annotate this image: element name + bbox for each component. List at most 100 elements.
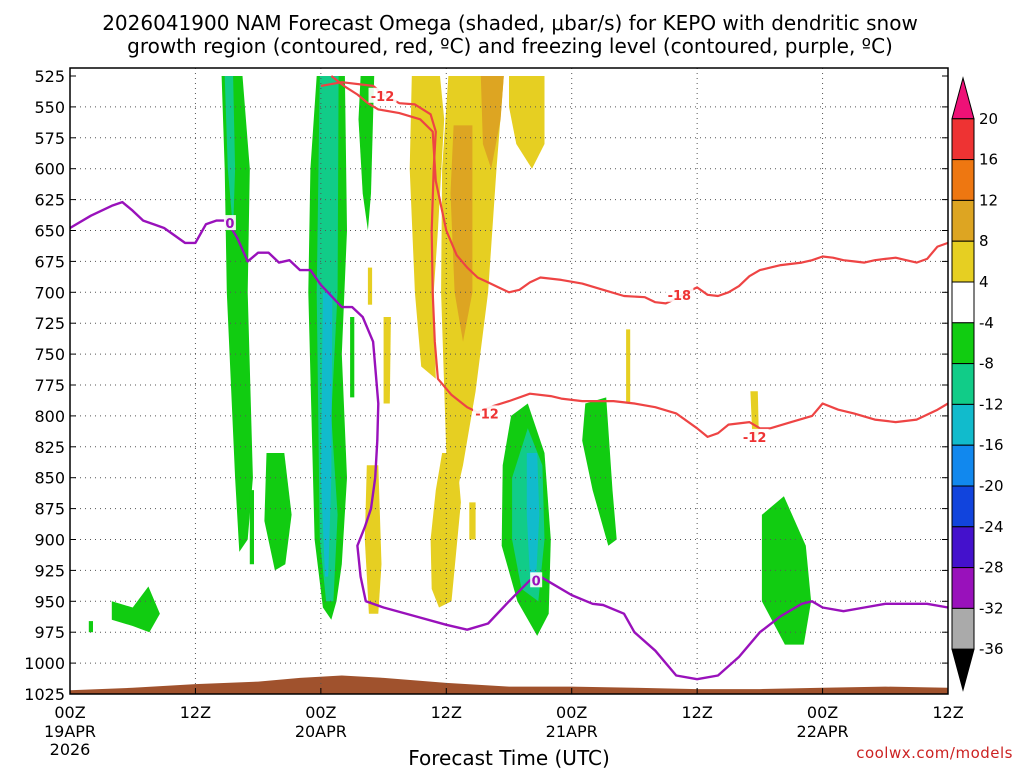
- omega-region-25: [367, 267, 373, 305]
- colorbar-label-10: -24: [979, 518, 1004, 536]
- colorbar-band-8: [951, 403, 975, 446]
- omega-region-24: [469, 502, 476, 540]
- contour-label-bg-4: [223, 215, 236, 231]
- omega-region-12: [582, 397, 617, 546]
- terrain-fill: [70, 675, 948, 694]
- colorbar-label-6: -8: [979, 355, 994, 373]
- omega-shaded-regions: [88, 76, 812, 645]
- colorbar-band-12: [951, 567, 975, 609]
- contour-label-3: -12: [743, 431, 767, 446]
- omega-region-23: [364, 465, 382, 614]
- y-tick-label-950: 950: [34, 592, 65, 611]
- freezing-level-contour-0: [69, 200, 949, 681]
- x-tick-label-4: 00Z: [556, 703, 587, 722]
- omega-region-19: [480, 76, 504, 169]
- x-axis-label: Forecast Time (UTC): [408, 746, 610, 768]
- y-tick-label-575: 575: [34, 129, 65, 148]
- colorbar-label-12: -32: [979, 599, 1004, 617]
- omega-region-11: [526, 453, 540, 577]
- colorbar-band-14: [951, 648, 975, 692]
- colorbar-label-13: -36: [979, 640, 1004, 658]
- omega-region-14: [111, 586, 160, 633]
- chart-title-line-1: 2026041900 NAM Forecast Omega (shaded, μ…: [102, 11, 918, 35]
- omega-region-8: [249, 490, 254, 565]
- colorbar-band-6: [951, 322, 975, 365]
- colorbar-band-0: [951, 76, 975, 120]
- colorbar-label-8: -16: [979, 436, 1004, 454]
- colorbar-band-7: [951, 363, 975, 405]
- credit-text: coolwx.com/models: [856, 744, 1013, 762]
- y-tick-label-1000: 1000: [24, 654, 65, 673]
- colorbar-band-11: [951, 526, 975, 569]
- x-tick-label-7: 12Z: [932, 703, 963, 722]
- contour-labels: -12 -18 -12 -12 0 0: [223, 87, 769, 589]
- omega-region-7: [350, 317, 355, 398]
- contour-label-bg-5: [530, 572, 543, 588]
- colorbar-band-9: [951, 444, 975, 487]
- plot-frame: [69, 67, 949, 695]
- colorbar-label-7: -12: [979, 395, 1004, 413]
- y-tick-label-725: 725: [34, 314, 65, 333]
- omega-region-16: [409, 76, 445, 379]
- y-tick-label-975: 975: [34, 623, 65, 642]
- colorbar-band-13: [951, 607, 975, 650]
- y-tick-label-925: 925: [34, 561, 65, 580]
- colorbar-label-0: 20: [979, 110, 998, 128]
- omega-region-0: [221, 76, 253, 552]
- colorbar-label-1: 16: [979, 151, 998, 169]
- contour-label-0: -12: [371, 90, 395, 105]
- x-tick-date-0: 19APR: [44, 722, 96, 741]
- y-tick-label-800: 800: [34, 407, 65, 426]
- x-tick-year-0: 2026: [50, 740, 91, 759]
- omega-region-13: [761, 496, 812, 645]
- colorbar-band-4: [951, 240, 975, 283]
- y-tick-label-825: 825: [34, 438, 65, 457]
- x-tick-date-6: 22APR: [797, 722, 849, 741]
- colorbar-band-3: [951, 199, 975, 242]
- contour-label-bg-0: [368, 87, 397, 103]
- y-tick-label-850: 850: [34, 469, 65, 488]
- contour-label-5: 0: [532, 574, 541, 589]
- colorbar-label-9: -20: [979, 477, 1004, 495]
- colorbar-band-2: [951, 159, 975, 201]
- y-tick-label-775: 775: [34, 376, 65, 395]
- x-tick-date-4: 21APR: [546, 722, 598, 741]
- omega-region-21: [430, 453, 461, 608]
- y-tick-label-600: 600: [34, 160, 65, 179]
- y-tick-label-875: 875: [34, 500, 65, 519]
- contour-label-2: -12: [475, 407, 499, 422]
- x-tick-label-3: 12Z: [431, 703, 462, 722]
- omega-region-26: [626, 329, 631, 404]
- y-tick-label-525: 525: [34, 67, 65, 86]
- contour-label-4: 0: [225, 217, 234, 232]
- x-tick-label-1: 12Z: [180, 703, 211, 722]
- contour-label-bg-3: [740, 428, 769, 444]
- colorbar-label-3: 8: [979, 232, 989, 250]
- y-tick-label-550: 550: [34, 98, 65, 117]
- omega-region-22: [383, 317, 391, 404]
- colorbar-band-1: [951, 118, 975, 161]
- omega-region-15: [88, 621, 93, 633]
- omega-region-6: [358, 76, 375, 231]
- y-tick-label-750: 750: [34, 345, 65, 364]
- contour-label-bg-2: [473, 405, 502, 421]
- omega-region-5: [320, 292, 333, 577]
- y-tick-label-900: 900: [34, 531, 65, 550]
- colorbar-label-4: 4: [979, 273, 989, 291]
- y-tick-label-650: 650: [34, 222, 65, 241]
- x-tick-label-6: 00Z: [807, 703, 838, 722]
- x-tick-label-2: 00Z: [305, 703, 336, 722]
- colorbar-label-11: -28: [979, 559, 1004, 577]
- contour-label-1: -18: [668, 289, 692, 304]
- y-tick-label-625: 625: [34, 191, 65, 210]
- colorbar-label-5: -4: [979, 314, 994, 332]
- dendritic-contour-0: [320, 81, 949, 438]
- terrain: [70, 675, 948, 694]
- contour-label-bg-1: [665, 286, 694, 302]
- colorbar-band-10: [951, 485, 975, 528]
- y-tick-label-700: 700: [34, 283, 65, 302]
- colorbar-band-5: [951, 281, 975, 324]
- omega-region-20: [509, 76, 545, 169]
